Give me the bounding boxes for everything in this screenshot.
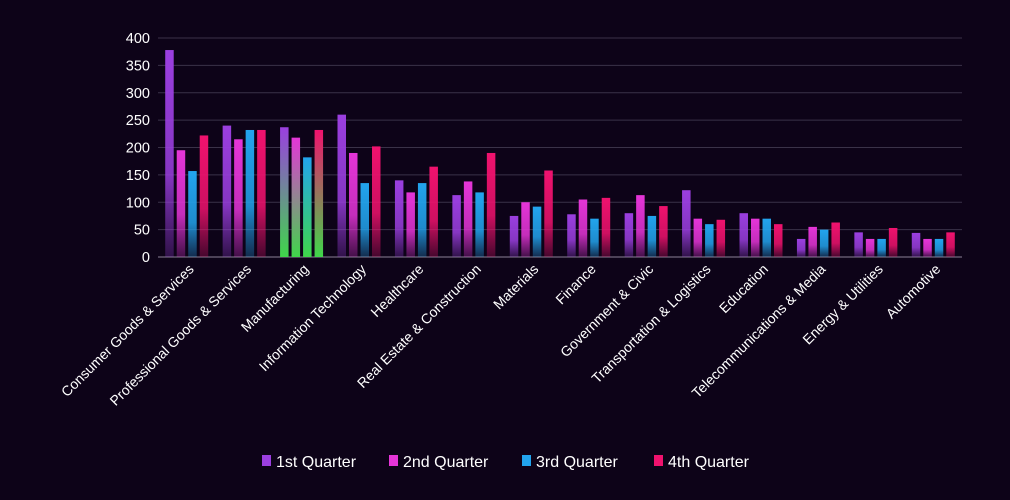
bar-4-5 bbox=[486, 152, 496, 257]
y-tick-label: 350 bbox=[126, 58, 150, 74]
bar-3-12 bbox=[877, 238, 886, 257]
x-category-label: Education bbox=[716, 261, 771, 316]
bar-3-8 bbox=[647, 215, 657, 257]
y-tick-label: 100 bbox=[126, 195, 150, 211]
bar-3-9 bbox=[705, 224, 714, 257]
bar-1-7 bbox=[567, 214, 576, 257]
bar-1-9 bbox=[682, 190, 691, 257]
bar-2-10 bbox=[751, 218, 760, 257]
bar-4-12 bbox=[888, 227, 898, 257]
bar-1-12 bbox=[854, 232, 863, 257]
bar-1-4 bbox=[394, 180, 404, 257]
bar-4-4 bbox=[429, 166, 438, 257]
gridlines bbox=[158, 37, 962, 258]
bar-3-11 bbox=[819, 229, 829, 257]
legend-label: 4th Quarter bbox=[668, 454, 750, 471]
bar-1-6 bbox=[509, 215, 519, 257]
bar-3-13 bbox=[934, 238, 944, 257]
y-tick-label: 300 bbox=[126, 86, 150, 102]
bar-4-6 bbox=[544, 170, 553, 257]
bar-4-8 bbox=[659, 206, 668, 257]
legend-label: 1st Quarter bbox=[276, 454, 357, 471]
x-category-label: Real Estate & Construction bbox=[354, 261, 484, 391]
bar-1-1 bbox=[222, 125, 232, 257]
x-category-label: Materials bbox=[490, 261, 541, 312]
x-category-label: Transportation & Logistics bbox=[588, 261, 713, 386]
bar-4-10 bbox=[774, 224, 783, 257]
bar-1-11 bbox=[796, 238, 806, 257]
bar-1-0 bbox=[165, 50, 174, 257]
bar-2-9 bbox=[693, 218, 703, 257]
y-tick-label: 200 bbox=[126, 141, 150, 157]
y-tick-label: 150 bbox=[126, 168, 150, 184]
bar-4-3 bbox=[372, 146, 381, 257]
bar-2-7 bbox=[578, 199, 588, 257]
bar-1-13 bbox=[911, 232, 921, 257]
bar-2-0 bbox=[176, 150, 186, 257]
bar-3-7 bbox=[590, 218, 599, 257]
bar-2-5 bbox=[463, 181, 473, 257]
legend-label: 2nd Quarter bbox=[403, 454, 489, 471]
bar-4-13 bbox=[946, 232, 955, 257]
bar-3-1 bbox=[245, 129, 255, 257]
bar-4-9 bbox=[716, 219, 726, 257]
bar-2-4 bbox=[406, 192, 415, 257]
bar-3-2 bbox=[303, 157, 312, 257]
x-category-label: Healthcare bbox=[367, 261, 426, 320]
bar-2-8 bbox=[636, 195, 645, 257]
bar-3-10 bbox=[762, 218, 771, 257]
y-tick-label: 50 bbox=[134, 223, 150, 239]
bar-2-13 bbox=[923, 238, 932, 257]
bar-2-12 bbox=[865, 238, 875, 257]
bar-2-6 bbox=[521, 202, 530, 257]
bar-3-6 bbox=[532, 206, 542, 257]
bar-1-5 bbox=[452, 195, 461, 257]
bar-1-8 bbox=[624, 213, 634, 257]
legend-swatch bbox=[522, 455, 531, 466]
x-category-label: Finance bbox=[552, 261, 599, 308]
y-tick-label: 0 bbox=[142, 250, 150, 266]
bar-4-2 bbox=[314, 129, 324, 257]
bar-4-11 bbox=[831, 222, 840, 257]
bar-1-10 bbox=[739, 213, 748, 257]
legend: 1st Quarter 2nd Quarter 3rd Quarter 4th Qua… bbox=[262, 454, 750, 471]
bars bbox=[165, 50, 955, 258]
y-tick-label: 400 bbox=[126, 31, 150, 47]
bar-3-5 bbox=[475, 192, 484, 257]
bar-1-3 bbox=[337, 114, 346, 258]
legend-swatch bbox=[654, 455, 663, 466]
bar-4-7 bbox=[601, 197, 611, 257]
legend-swatch bbox=[262, 455, 271, 466]
x-category-label: Information Technology bbox=[256, 261, 369, 374]
bar-2-3 bbox=[349, 152, 358, 257]
bar-2-1 bbox=[234, 139, 243, 257]
legend-label: 3rd Quarter bbox=[536, 454, 618, 471]
legend-swatch bbox=[389, 455, 398, 466]
y-axis-ticks: 0 50 100 150 200 250 300 350 400 bbox=[126, 31, 150, 266]
bar-4-1 bbox=[257, 129, 266, 257]
bar-3-4 bbox=[417, 183, 427, 257]
bar-4-0 bbox=[199, 135, 209, 257]
bar-2-2 bbox=[291, 137, 301, 257]
bar-3-0 bbox=[188, 171, 197, 257]
bar-1-2 bbox=[280, 127, 289, 258]
x-category-label: Automotive bbox=[883, 261, 944, 322]
y-tick-label: 250 bbox=[126, 113, 150, 129]
bar-2-11 bbox=[808, 226, 817, 257]
bar-3-3 bbox=[360, 183, 369, 257]
